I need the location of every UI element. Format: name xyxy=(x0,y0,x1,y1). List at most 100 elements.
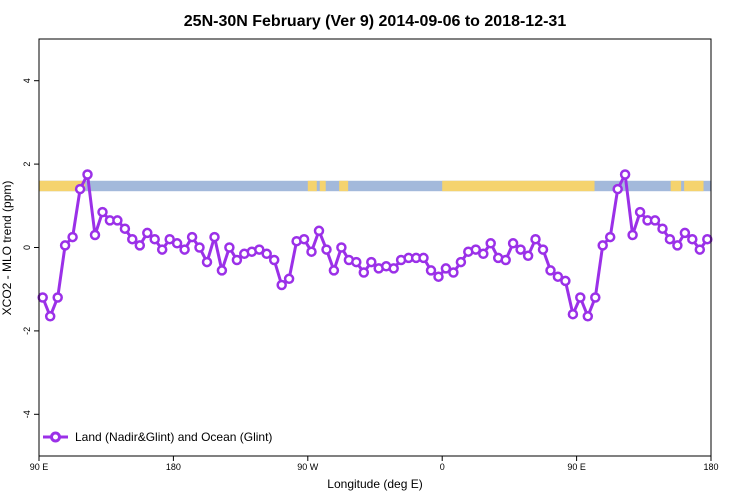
land-segment xyxy=(442,180,595,192)
y-axis-label: XCO2 - MLO trend (ppm) xyxy=(0,181,14,316)
y-axis: -4 -2 0 2 4 xyxy=(22,78,39,418)
data-point xyxy=(37,292,48,303)
data-point xyxy=(679,227,691,239)
data-point xyxy=(89,229,101,241)
data-point xyxy=(74,183,86,195)
data-point xyxy=(448,267,459,278)
data-point xyxy=(231,254,243,266)
data-point xyxy=(59,240,71,251)
legend-marker-swatch xyxy=(50,431,61,443)
land-segment xyxy=(339,180,349,192)
data-point xyxy=(164,233,175,245)
data-point xyxy=(276,279,287,291)
data-point xyxy=(134,240,146,251)
data-point xyxy=(545,265,556,276)
x-axis-label: Longitude (deg E) xyxy=(327,477,422,491)
data-point xyxy=(306,246,317,257)
data-point xyxy=(67,231,78,243)
data-point xyxy=(597,240,608,251)
y-tick-label: 0 xyxy=(22,245,32,250)
data-point xyxy=(590,292,601,303)
data-point xyxy=(418,252,429,264)
data-point xyxy=(216,265,228,276)
data-point xyxy=(82,169,93,180)
data-point xyxy=(567,308,579,320)
data-point xyxy=(664,233,676,245)
data-point xyxy=(672,240,683,251)
data-point xyxy=(149,233,160,245)
data-point xyxy=(649,215,661,226)
data-point xyxy=(52,292,63,303)
data-point xyxy=(440,263,452,274)
data-point xyxy=(485,238,496,249)
data-point xyxy=(283,273,295,285)
data-point xyxy=(268,254,280,266)
land-segment xyxy=(319,180,326,192)
data-point xyxy=(336,242,347,253)
x-tick-label: 180 xyxy=(166,462,181,472)
data-point xyxy=(560,275,571,287)
land-ocean-mask xyxy=(39,180,711,192)
land-segment xyxy=(670,180,682,192)
x-tick-label: 90 E xyxy=(567,462,586,472)
data-point xyxy=(209,231,220,243)
data-point xyxy=(156,244,168,255)
y-tick-label: 2 xyxy=(22,162,32,167)
y-tick-label: -2 xyxy=(22,327,32,335)
data-point xyxy=(530,233,541,245)
data-point xyxy=(515,244,526,255)
y-tick-label: -4 xyxy=(22,410,32,418)
data-point xyxy=(142,227,153,239)
data-point xyxy=(507,238,519,249)
data-point xyxy=(478,248,489,260)
data-point xyxy=(254,244,265,255)
series-layer xyxy=(37,169,713,322)
data-point xyxy=(500,254,511,266)
data-point xyxy=(634,206,646,218)
chart-title: 25N-30N February (Ver 9) 2014-09-06 to 2… xyxy=(184,13,567,30)
data-point xyxy=(455,256,467,268)
data-point xyxy=(537,244,549,255)
data-point xyxy=(44,311,56,322)
data-point xyxy=(119,223,131,234)
data-point xyxy=(612,183,623,195)
data-point xyxy=(194,242,205,253)
data-point xyxy=(179,244,190,255)
data-point xyxy=(552,271,564,282)
data-point xyxy=(358,267,370,278)
ocean-band xyxy=(39,180,711,192)
data-point xyxy=(328,265,340,276)
x-tick-label: 180 xyxy=(703,462,718,472)
data-point xyxy=(261,248,272,260)
x-axis: 90 E 180 90 W 0 90 E 180 xyxy=(30,456,719,472)
data-point xyxy=(604,231,616,243)
data-point xyxy=(186,231,198,243)
data-point xyxy=(321,244,332,255)
x-tick-label: 90 E xyxy=(30,462,49,472)
data-point xyxy=(127,233,138,245)
data-point xyxy=(522,250,534,262)
data-point xyxy=(112,215,123,226)
y-tick-label: 4 xyxy=(22,78,32,83)
data-point xyxy=(298,233,310,245)
data-point xyxy=(351,256,362,268)
data-point xyxy=(388,263,399,274)
x-tick-label: 90 W xyxy=(297,462,319,472)
data-point xyxy=(575,292,586,303)
data-point xyxy=(366,256,377,268)
land-segment xyxy=(684,180,704,192)
data-point xyxy=(702,233,713,245)
legend: Land (Nadir&Glint) and Ocean (Glint) xyxy=(43,430,272,444)
data-point xyxy=(582,311,594,322)
data-point xyxy=(694,244,706,255)
data-point xyxy=(687,233,698,245)
data-point xyxy=(433,271,444,282)
data-point xyxy=(97,206,108,218)
land-segment xyxy=(307,180,317,192)
x-tick-label: 0 xyxy=(440,462,445,472)
data-point xyxy=(171,238,183,249)
data-point xyxy=(224,242,235,253)
data-point xyxy=(619,169,631,180)
data-point xyxy=(313,225,325,237)
